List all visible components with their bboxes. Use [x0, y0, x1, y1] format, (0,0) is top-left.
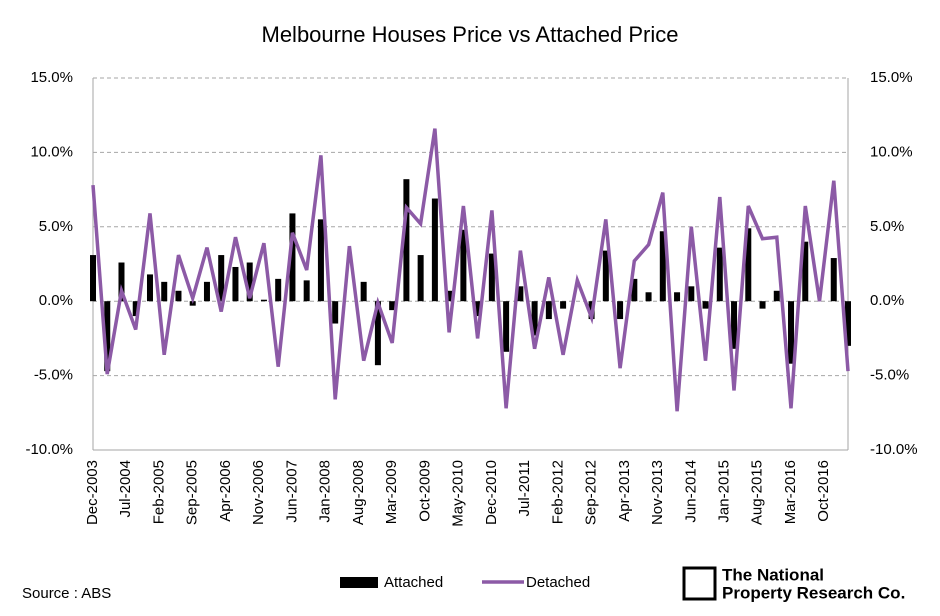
bar: [431, 198, 438, 302]
bar: [389, 301, 396, 311]
bar: [830, 258, 837, 302]
bar: [845, 301, 851, 346]
x-tick-label: Dec-2003: [84, 460, 101, 525]
bar: [161, 281, 168, 302]
x-tick-label: Nov-2013: [649, 460, 666, 525]
bar: [118, 262, 125, 302]
bar: [716, 247, 723, 302]
x-tick-label: Apr-2006: [217, 460, 234, 522]
x-tick-label: Mar-2009: [383, 460, 400, 524]
bar: [745, 228, 752, 302]
x-tick-label: Jan-2008: [317, 460, 334, 523]
bar: [545, 301, 552, 320]
bar: [788, 301, 795, 364]
legend-swatch: [340, 577, 378, 588]
x-tick-label: Aug-2015: [749, 460, 766, 525]
bar: [731, 301, 738, 349]
bar: [232, 266, 239, 302]
bar: [517, 286, 524, 302]
bar: [773, 290, 780, 302]
bar: [617, 301, 624, 320]
bar: [446, 290, 453, 302]
x-tick-label: Dec-2010: [483, 460, 500, 525]
bar: [602, 250, 609, 302]
bar: [289, 213, 296, 302]
x-tick-label: Oct-2016: [815, 460, 832, 522]
y-tick-label: -10.0%: [25, 441, 73, 458]
x-tick-label: Feb-2012: [549, 460, 566, 524]
bar: [303, 280, 310, 302]
bar: [374, 301, 381, 366]
y2-tick-label: -5.0%: [870, 367, 909, 384]
logo-text: The National: [722, 565, 824, 584]
bar: [674, 292, 681, 302]
bar: [104, 301, 111, 372]
x-tick-label: Oct-2009: [416, 460, 433, 522]
bar: [531, 301, 538, 336]
bar: [688, 286, 695, 302]
y2-tick-label: 10.0%: [870, 143, 913, 160]
x-tick-label: Jun-2007: [283, 460, 300, 523]
bar: [460, 229, 467, 302]
x-tick-label: May-2010: [450, 460, 467, 527]
y2-tick-label: -10.0%: [870, 441, 918, 458]
x-tick-label: Nov-2006: [250, 460, 267, 525]
x-tick-label: Apr-2013: [616, 460, 633, 522]
x-tick-label: Jul-2004: [117, 460, 134, 518]
legend-label: Attached: [384, 574, 443, 591]
bar: [403, 179, 410, 302]
bar: [645, 292, 652, 302]
bar: [560, 301, 567, 309]
y-tick-label: 0.0%: [39, 292, 73, 309]
bar: [218, 255, 225, 302]
source: Source : ABS: [22, 585, 111, 602]
bar: [702, 301, 709, 309]
bar: [317, 219, 324, 302]
bar: [332, 301, 339, 324]
y2-tick-label: 5.0%: [870, 218, 904, 235]
bar: [275, 278, 282, 302]
x-tick-label: Sep-2012: [583, 460, 600, 525]
chart-title: Melbourne Houses Price vs Attached Price: [262, 22, 679, 47]
bar: [132, 301, 139, 317]
bar: [260, 299, 267, 302]
x-tick-label: Jun-2014: [682, 460, 699, 523]
bar: [360, 281, 367, 302]
legend-label: Detached: [526, 574, 590, 591]
line: [91, 128, 850, 412]
x-tick-label: Jan-2015: [716, 460, 733, 523]
bar: [417, 255, 424, 302]
bar: [203, 281, 210, 302]
bar: [146, 274, 153, 302]
x-tick-label: Jul-2011: [516, 460, 533, 516]
bar: [90, 255, 96, 302]
bar: [175, 290, 182, 302]
y-tick-label: 5.0%: [39, 218, 73, 235]
bar: [802, 241, 809, 302]
bar: [246, 262, 253, 302]
logo-text: Property Research Co.: [722, 583, 905, 602]
y2-tick-label: 0.0%: [870, 292, 904, 309]
x-tick-label: Aug-2008: [350, 460, 367, 525]
bar: [631, 278, 638, 302]
bar: [759, 301, 766, 309]
y-tick-label: -5.0%: [34, 367, 73, 384]
x-tick-label: Feb-2005: [150, 460, 167, 524]
x-tick-label: Sep-2005: [184, 460, 201, 525]
logo-icon: [682, 566, 717, 601]
y-tick-label: 10.0%: [30, 143, 73, 160]
bar: [488, 253, 495, 302]
y-tick-label: 15.0%: [30, 69, 73, 86]
bar: [503, 301, 510, 352]
bar: [474, 301, 481, 317]
bar: [659, 231, 666, 302]
y2-tick-label: 15.0%: [870, 69, 913, 86]
x-tick-label: Mar-2016: [782, 460, 799, 524]
